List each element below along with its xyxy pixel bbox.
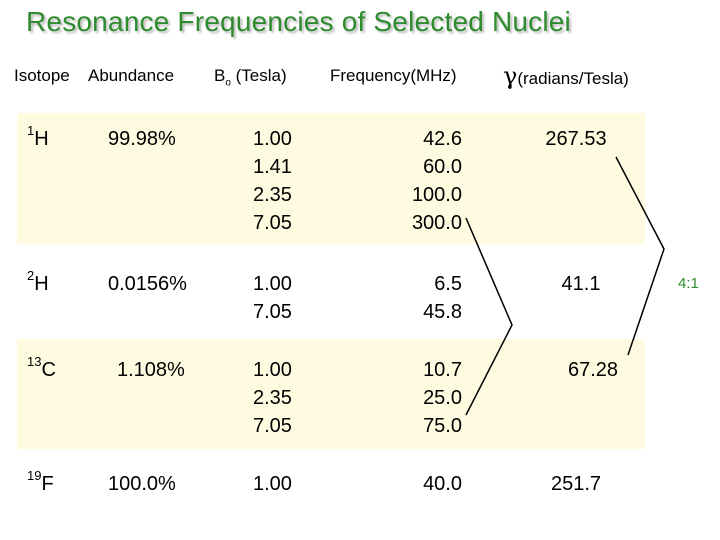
header-abundance: Abundance [88, 66, 175, 85]
b0-value: 2.35 [253, 387, 292, 409]
row-band-1h [17, 113, 645, 244]
freq-list-1h: 42.6 60.0 100.0 300.0 [380, 125, 462, 237]
b0-value: 1.00 [253, 128, 292, 150]
b0-list-1h: 1.00 1.41 2.35 7.05 [253, 125, 292, 237]
isotope-2h: 2H [27, 268, 49, 298]
b0-value: 1.00 [253, 359, 292, 381]
freq-value: 42.6 [423, 128, 462, 150]
gamma-symbol: γ [503, 62, 518, 90]
row-band-13c [17, 339, 645, 449]
b0-list-2h: 1.00 7.05 [253, 270, 292, 326]
abundance-19f: 100.0% [108, 473, 176, 495]
freq-value: 25.0 [423, 387, 462, 409]
abundance-13c: 1.108% [117, 359, 185, 381]
gamma-ratio-bracket [615, 156, 665, 356]
isotope-19f: 19F [27, 468, 54, 498]
b0-value: 1.41 [253, 156, 292, 178]
freq-value: 6.5 [434, 273, 462, 295]
ratio-annotation: 4:1 [678, 275, 699, 292]
header-gamma-unit: (radians/Tesla) [517, 69, 629, 88]
freq-value: 45.8 [423, 301, 462, 323]
header-b0-unit: (Tesla) [230, 66, 287, 85]
isotope-13c: 13C [27, 354, 56, 384]
header-b0-subscript: o [225, 77, 231, 89]
b0-value: 7.05 [253, 212, 292, 234]
abundance-2h: 0.0156% [108, 273, 187, 295]
freq-list-2h: 6.5 45.8 [380, 270, 462, 326]
header-frequency: Frequency(MHz) [330, 66, 457, 85]
element-symbol: H [34, 273, 49, 295]
freq-list-13c: 10.7 25.0 75.0 [380, 356, 462, 440]
gamma-13c: 67.28 [567, 359, 619, 381]
abundance-1h: 99.98% [108, 128, 176, 150]
gamma-19f: 251.7 [550, 473, 602, 495]
b0-list-13c: 1.00 2.35 7.05 [253, 356, 292, 440]
freq-value: 100.0 [411, 184, 462, 206]
b0-value: 1.00 [253, 473, 292, 495]
mass-number: 1 [27, 123, 35, 139]
b0-value: 2.35 [253, 184, 292, 206]
frequency-ratio-bracket [465, 217, 513, 416]
element-symbol: C [41, 359, 56, 381]
mass-number: 19 [27, 468, 42, 484]
mass-number: 13 [27, 354, 42, 370]
slide-title: Resonance Frequencies of Selected Nuclei [26, 6, 571, 37]
freq-value: 10.7 [423, 359, 462, 381]
b0-value: 7.05 [253, 301, 292, 323]
header-b0-symbol: B [214, 66, 226, 85]
b0-value: 7.05 [253, 415, 292, 437]
freq-list-19f: 40.0 [380, 470, 462, 498]
element-symbol: H [34, 128, 49, 150]
freq-value: 40.0 [423, 473, 462, 495]
gamma-1h: 267.53 [545, 128, 607, 150]
b0-value: 1.00 [253, 273, 292, 295]
header-b0: Bo (Tesla) [214, 66, 287, 89]
isotope-1h: 1H [27, 123, 49, 153]
mass-number: 2 [27, 268, 35, 284]
gamma-2h: 41.1 [561, 273, 601, 295]
element-symbol: F [41, 473, 54, 495]
b0-list-19f: 1.00 [253, 470, 292, 498]
header-gamma: γ(radians/Tesla) [503, 62, 629, 90]
freq-value: 75.0 [423, 415, 462, 437]
freq-value: 300.0 [411, 212, 462, 234]
header-isotope: Isotope [14, 66, 70, 85]
freq-value: 60.0 [423, 156, 462, 178]
